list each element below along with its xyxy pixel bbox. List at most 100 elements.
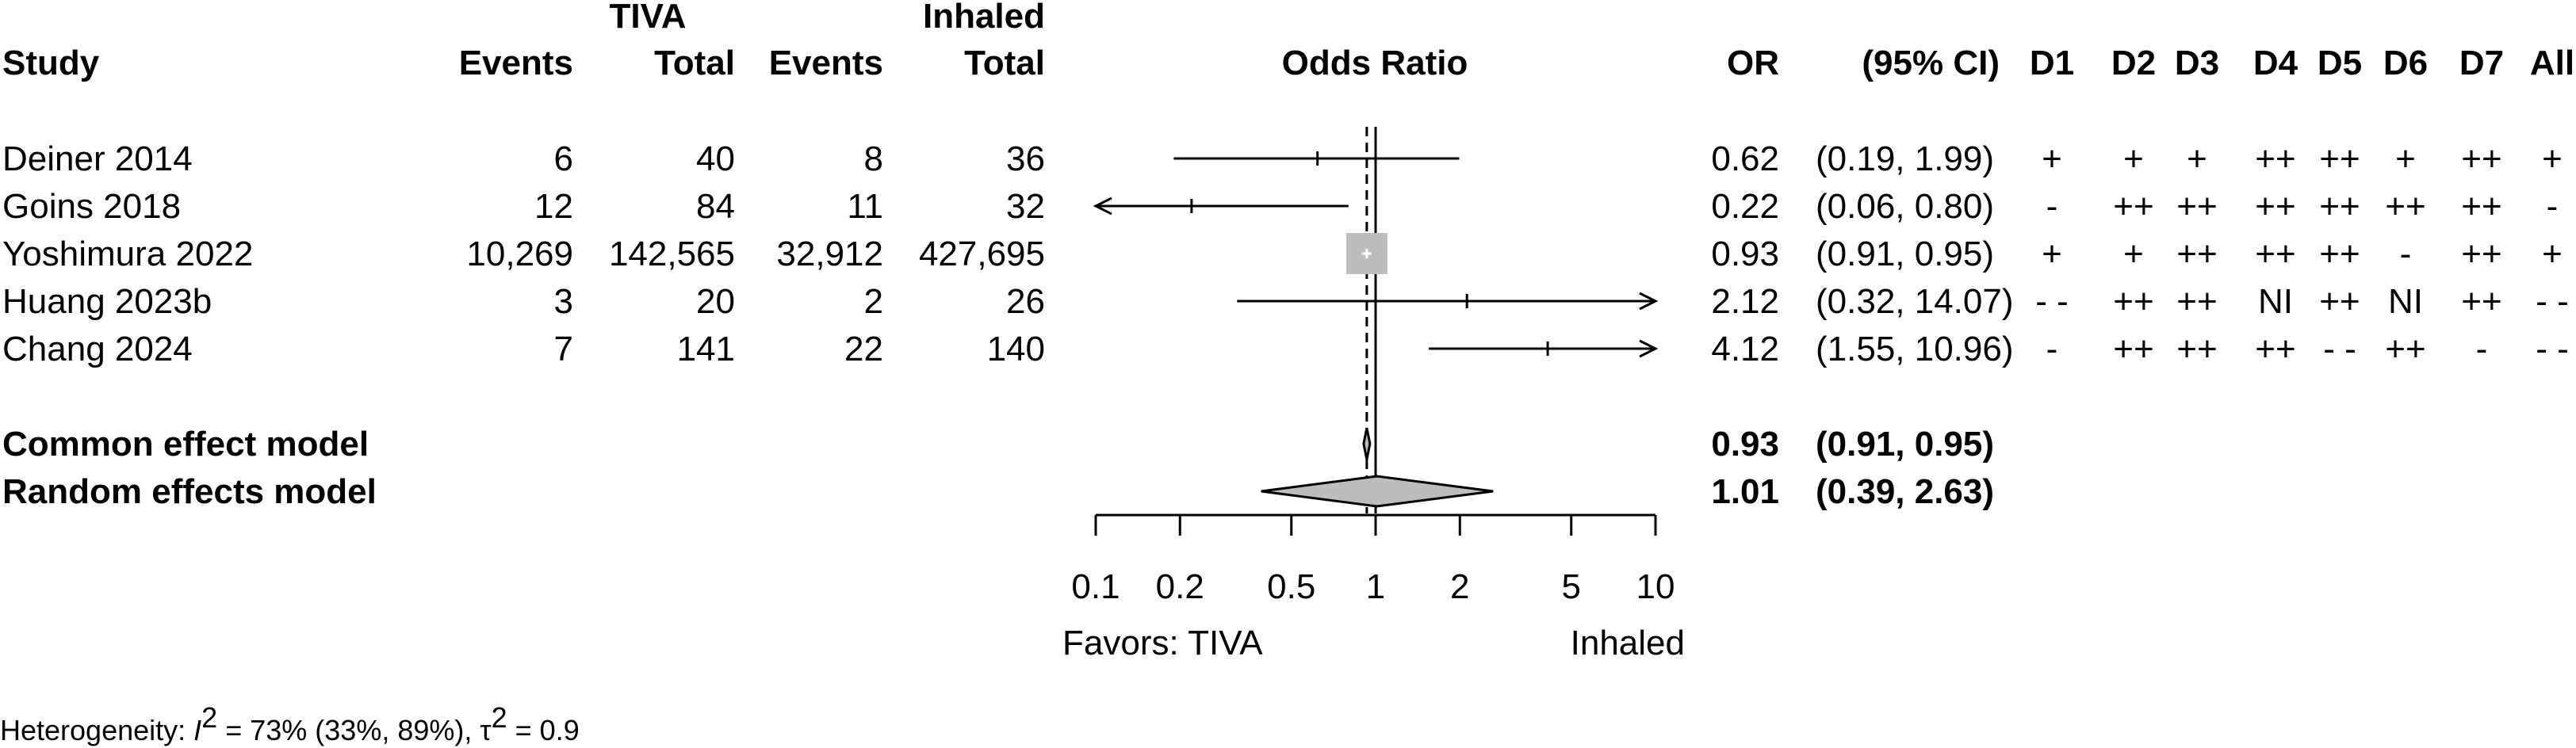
rob-d4: NI — [2258, 282, 2293, 321]
arrow-right — [1639, 292, 1659, 311]
rob-d3: ++ — [2176, 282, 2217, 321]
x-tick-label: 0.5 — [1267, 567, 1315, 606]
header-events1: Events — [459, 44, 573, 82]
header-study: Study — [2, 44, 100, 82]
pooled-ci-value: (0.39, 2.63) — [1816, 472, 1994, 511]
pooled-rows: Common effect model 0.93 (0.91, 0.95) Rando… — [2, 425, 1994, 511]
study-name: Chang 2024 — [2, 330, 193, 368]
rob-d6: - — [2400, 235, 2412, 273]
rob-d1: - — [2046, 187, 2058, 226]
rob-d7: ++ — [2461, 187, 2501, 226]
rob-d6: ++ — [2385, 187, 2425, 226]
rob-d4: ++ — [2255, 235, 2295, 273]
study-name: Goins 2018 — [2, 187, 181, 226]
header-group1: TIVA — [610, 0, 687, 36]
heterogeneity-prefix: Heterogeneity: — [0, 714, 193, 746]
x-tick-label: 2 — [1450, 567, 1469, 606]
or-value: 0.62 — [1711, 139, 1779, 178]
x-tick-label: 1 — [1366, 567, 1385, 606]
rob-d3: + — [2187, 139, 2207, 178]
rob-d6: NI — [2388, 282, 2423, 321]
events-tiva: 7 — [554, 330, 573, 368]
events-tiva: 10,269 — [466, 235, 573, 273]
i2-symbol: I — [193, 714, 201, 746]
total-tiva: 142,565 — [609, 235, 735, 273]
rob-all: - — [2547, 187, 2559, 226]
i2-value: = 73% (33%, 89%), — [217, 714, 480, 746]
rob-d1: - — [2046, 330, 2058, 368]
header-ci: (95% CI) — [1862, 44, 2000, 82]
arrow-left — [1093, 197, 1112, 216]
ci-value: (0.32, 14.07) — [1816, 282, 2014, 321]
pooled-label: Random effects model — [2, 472, 377, 511]
rob-d2: + — [2123, 235, 2144, 273]
i2-superscript: 2 — [201, 701, 217, 734]
rob-all: + — [2542, 235, 2563, 273]
rob-d6: + — [2395, 139, 2416, 178]
pooled-label: Common effect model — [2, 425, 369, 464]
rob-d5: ++ — [2319, 282, 2360, 321]
study-row: Chang 2024 7 141 22 140 4.12 (1.55, 10.96) - ++ +… — [2, 330, 2569, 368]
rob-d5: ++ — [2319, 139, 2360, 178]
total-inhaled: 36 — [1006, 139, 1045, 178]
events-tiva: 3 — [554, 282, 573, 321]
rob-d2: ++ — [2113, 187, 2153, 226]
rob-d2: ++ — [2113, 282, 2153, 321]
study-name: Huang 2023b — [2, 282, 212, 321]
events-inhaled: 32,912 — [776, 235, 883, 273]
rob-d5: - - — [2323, 330, 2356, 368]
events-inhaled: 11 — [847, 187, 883, 226]
total-tiva: 84 — [696, 187, 735, 226]
ci-value: (0.06, 0.80) — [1816, 187, 1994, 226]
rob-d2: ++ — [2113, 330, 2153, 368]
rob-d5: ++ — [2319, 187, 2360, 226]
study-name: Deiner 2014 — [2, 139, 193, 178]
rob-d3: ++ — [2176, 330, 2217, 368]
header-domain-d2: D2 — [2111, 44, 2156, 82]
plot-marks — [1093, 127, 1659, 513]
events-inhaled: 22 — [844, 330, 883, 368]
rob-d5: ++ — [2319, 235, 2360, 273]
random-effects-diamond — [1261, 475, 1494, 508]
or-value: 4.12 — [1711, 330, 1779, 368]
x-tick-label: 0.2 — [1156, 567, 1204, 606]
rob-d1: + — [2042, 139, 2062, 178]
ci-value: (1.55, 10.96) — [1816, 330, 2014, 368]
rob-d1: + — [2042, 235, 2062, 273]
rob-d2: + — [2123, 139, 2144, 178]
x-tick-label: 0.1 — [1071, 567, 1120, 606]
rob-d6: ++ — [2385, 330, 2425, 368]
pooled-or-value: 0.93 — [1711, 425, 1779, 464]
x-axis: 0.1 0.2 0.5 1 2 5 10 — [1071, 513, 1675, 606]
favors-left-label: Favors: TIVA — [1062, 624, 1263, 662]
header-domain-d7: D7 — [2459, 44, 2504, 82]
study-row: Goins 2018 12 84 11 32 0.22 (0.06, 0.80) - ++ ++ +… — [2, 187, 2558, 226]
header-domain-d6: D6 — [2383, 44, 2428, 82]
total-inhaled: 32 — [1006, 187, 1045, 226]
domain-headers: D1 D2 D3 D4 D5 D6 D7 All — [2030, 44, 2574, 82]
events-inhaled: 2 — [864, 282, 883, 321]
events-tiva: 12 — [534, 187, 573, 226]
header-or: OR — [1727, 44, 1779, 82]
total-tiva: 20 — [696, 282, 735, 321]
header-domain-d5: D5 — [2318, 44, 2362, 82]
rob-all: - - — [2536, 282, 2569, 321]
favors-right-label: Inhaled — [1571, 624, 1685, 662]
study-row: Yoshimura 2022 10,269 142,565 32,912 427,695… — [2, 235, 2563, 273]
rob-d7: - — [2476, 330, 2488, 368]
header-total1: Total — [654, 44, 735, 82]
rob-d7: ++ — [2461, 282, 2501, 321]
ci-value: (0.91, 0.95) — [1816, 235, 1994, 273]
total-tiva: 141 — [677, 330, 735, 368]
pooled-ci-value: (0.91, 0.95) — [1816, 425, 1994, 464]
total-inhaled: 140 — [987, 330, 1045, 368]
events-tiva: 6 — [554, 139, 573, 178]
total-inhaled: 26 — [1006, 282, 1045, 321]
study-rows: Deiner 2014 6 40 8 36 0.62 (0.19, 1.99) + + + ++ ++… — [2, 139, 2569, 368]
heterogeneity-text: Heterogeneity: I2 = 73% (33%, 89%), τ2 =… — [0, 701, 580, 746]
rob-d4: ++ — [2255, 330, 2295, 368]
x-tick-label: 5 — [1561, 567, 1580, 606]
pooled-row: Random effects model 1.01 (0.39, 2.63) — [2, 472, 1994, 511]
header-group2: Inhaled — [923, 0, 1045, 36]
